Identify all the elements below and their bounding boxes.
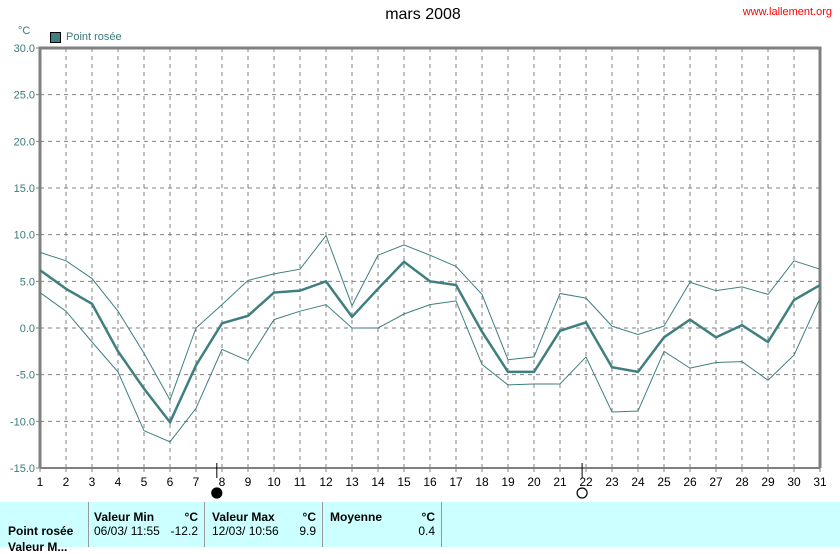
x-tick-label: 23 [605, 475, 619, 489]
dew-point-chart: 1 2 3 4 5 6 7 8 9 10 11 12 13 14 15 16 17 18 19 20 21 22 23 24 2… [10, 43, 827, 499]
max-date: 12/03/ 10:56 [212, 524, 279, 538]
open-circle-icon [576, 487, 588, 499]
x-tick-label: 18 [475, 475, 489, 489]
min-header: Valeur Min [94, 510, 155, 524]
plot-frame [38, 46, 822, 468]
series-line-max [39, 234, 821, 402]
avg-value: 0.4 [418, 524, 435, 538]
x-tick-label: 9 [245, 475, 252, 489]
x-tick-label: 3 [89, 475, 96, 489]
min-unit: °C [184, 510, 198, 524]
series-line-min [39, 292, 821, 443]
series-line-mean [39, 260, 821, 425]
x-tick-label: 21 [553, 475, 567, 489]
y-tick-label: -15.0 [10, 463, 35, 475]
y-tick-label: 25.0 [14, 90, 35, 102]
x-tick-label: 20 [527, 475, 541, 489]
legend-label: Point rosée [66, 31, 122, 43]
chart-title: mars 2008 [385, 6, 461, 23]
y-axis-unit: °C [18, 25, 31, 37]
x-tick-label: 29 [761, 475, 775, 489]
row-label-2: Valeur M... [8, 540, 68, 554]
x-tick-label: 26 [683, 475, 697, 489]
summary-panel: Point rosée Valeur M... Valeur Min °C 06… [0, 502, 840, 554]
x-tick-label: 10 [267, 475, 281, 489]
x-tick-label: 11 [294, 475, 307, 489]
summary-label-cell: Point rosée Valeur M... [0, 502, 89, 554]
x-tick-label: 8 [219, 475, 226, 489]
max-unit: °C [302, 510, 316, 524]
x-tick-label: 13 [345, 475, 359, 489]
x-tick-label: 16 [423, 475, 437, 489]
y-tick-label: 10.0 [14, 230, 35, 242]
legend: Point rosée [50, 31, 122, 43]
x-tick-label: 17 [449, 475, 463, 489]
x-tick-label: 15 [397, 475, 411, 489]
x-tick-label: 6 [167, 475, 174, 489]
max-value: 9.9 [299, 524, 316, 538]
y-tick-label: 20.0 [14, 136, 35, 148]
x-tick-label: 2 [63, 475, 70, 489]
x-tick-label: 14 [371, 475, 385, 489]
y-tick-label: -10.0 [10, 416, 35, 428]
x-tick-label: 1 [37, 475, 44, 489]
legend-swatch [50, 31, 61, 43]
avg-header: Moyenne [330, 510, 383, 524]
avg-unit: °C [421, 510, 435, 524]
x-tick-label: 27 [709, 475, 723, 489]
row-label: Point rosée [8, 524, 74, 538]
x-tick-label: 22 [579, 475, 593, 489]
y-tick-label: -5.0 [16, 370, 35, 382]
y-tick-label: 30.0 [14, 43, 35, 55]
filled-circle-icon [211, 487, 223, 499]
x-tick-label: 24 [631, 475, 645, 489]
y-tick-label: 5.0 [20, 276, 35, 288]
x-tick-label: 12 [319, 475, 333, 489]
x-tick-label: 31 [813, 475, 827, 489]
x-tick-label: 30 [787, 475, 801, 489]
avg-cell: Moyenne °C 0.4 [323, 502, 442, 547]
x-tick-label: 4 [115, 475, 122, 489]
x-tick-label: 25 [657, 475, 671, 489]
x-tick-label: 7 [193, 475, 200, 489]
x-tick-label: 28 [735, 475, 749, 489]
max-cell: Valeur Max °C 12/03/ 10:56 9.9 [205, 502, 323, 547]
x-tick-label: 19 [501, 475, 515, 489]
min-cell: Valeur Min °C 06/03/ 11:55 -12.2 [88, 502, 205, 547]
max-header: Valeur Max [212, 510, 275, 524]
y-tick-label: 0.0 [20, 323, 35, 335]
x-tick-label: 5 [141, 475, 148, 489]
min-date: 06/03/ 11:55 [94, 524, 160, 538]
site-link[interactable]: www.lallement.org [742, 6, 832, 18]
y-tick-label: 15.0 [14, 183, 35, 195]
min-value: -12.2 [170, 524, 198, 538]
